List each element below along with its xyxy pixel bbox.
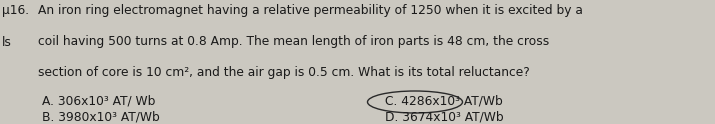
Text: coil having 500 turns at 0.8 Amp. The mean length of iron parts is 48 cm, the cr: coil having 500 turns at 0.8 Amp. The me… xyxy=(38,35,549,48)
Text: A. 306x10³ AT/ Wb: A. 306x10³ AT/ Wb xyxy=(42,94,155,107)
Text: μ16.: μ16. xyxy=(2,4,29,17)
Text: D. 3674x10³ AT/Wb: D. 3674x10³ AT/Wb xyxy=(385,110,503,123)
Text: section of core is 10 cm², and the air gap is 0.5 cm. What is its total reluctan: section of core is 10 cm², and the air g… xyxy=(38,66,530,79)
Text: C. 4286x10³ AT/Wb: C. 4286x10³ AT/Wb xyxy=(385,94,503,107)
Text: ls: ls xyxy=(2,36,12,49)
Text: An iron ring electromagnet having a relative permeability of 1250 when it is exc: An iron ring electromagnet having a rela… xyxy=(38,4,583,17)
Text: B. 3980x10³ AT/Wb: B. 3980x10³ AT/Wb xyxy=(42,110,159,123)
